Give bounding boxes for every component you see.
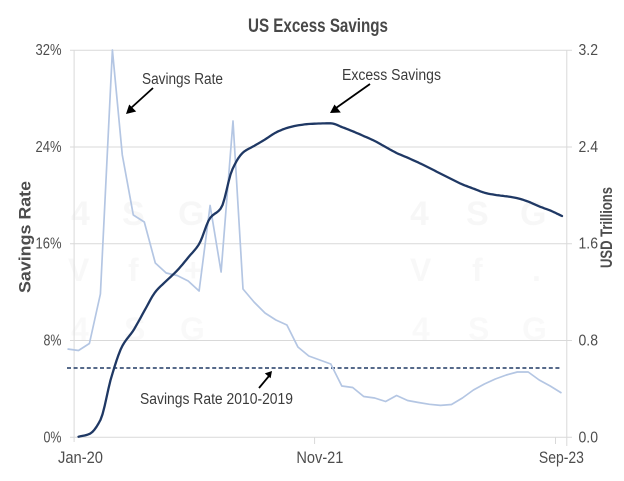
svg-text:V: V <box>68 252 90 288</box>
svg-text:16%: 16% <box>36 236 62 253</box>
svg-text:Savings Rate: Savings Rate <box>17 181 35 293</box>
svg-text:.: . <box>532 252 541 288</box>
svg-text:US Excess Savings: US Excess Savings <box>248 16 388 37</box>
svg-text:Savings Rate 2010-2019: Savings Rate 2010-2019 <box>140 391 293 408</box>
svg-text:4: 4 <box>410 195 429 233</box>
svg-text:4: 4 <box>412 311 430 347</box>
svg-text:0.0: 0.0 <box>579 429 599 446</box>
svg-text:G: G <box>178 195 204 233</box>
svg-text:S: S <box>466 195 489 233</box>
svg-text:2.4: 2.4 <box>579 139 599 156</box>
svg-text:Sep-23: Sep-23 <box>539 448 584 467</box>
svg-text:V: V <box>410 252 432 288</box>
svg-text:0.8: 0.8 <box>579 333 599 350</box>
svg-text:3.2: 3.2 <box>579 42 599 59</box>
svg-text:f: f <box>472 252 483 288</box>
svg-text:8%: 8% <box>44 333 62 350</box>
svg-text:1.6: 1.6 <box>579 236 599 253</box>
svg-text:G: G <box>522 311 547 347</box>
svg-text:0%: 0% <box>44 429 62 446</box>
svg-text:Savings Rate: Savings Rate <box>142 71 223 88</box>
svg-text:Excess Savings: Excess Savings <box>342 67 441 84</box>
svg-text:32%: 32% <box>36 42 62 59</box>
svg-text:S: S <box>468 311 489 347</box>
svg-text:G: G <box>180 311 205 347</box>
svg-text:Jan-20: Jan-20 <box>58 448 103 467</box>
svg-text:USD Trillions: USD Trillions <box>598 187 616 268</box>
svg-text:f: f <box>128 252 139 288</box>
svg-text:Nov-21: Nov-21 <box>296 448 343 467</box>
svg-text:24%: 24% <box>36 139 62 156</box>
